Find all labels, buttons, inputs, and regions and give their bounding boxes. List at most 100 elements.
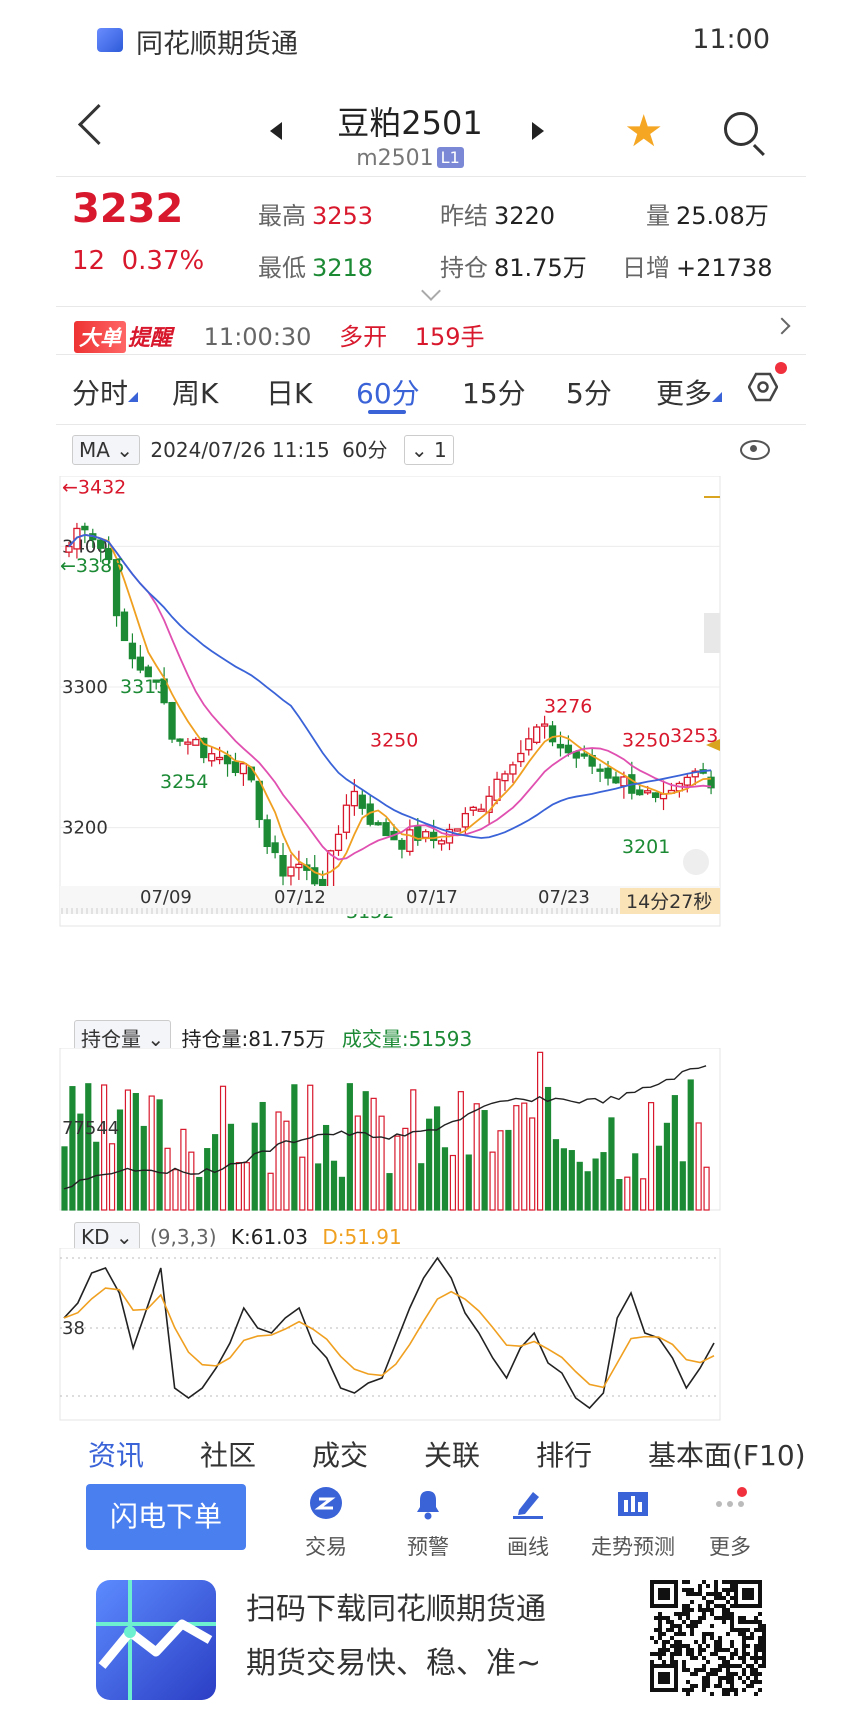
qr-module <box>678 1632 682 1636</box>
qr-module <box>662 1652 666 1656</box>
volume-bar <box>632 1153 639 1211</box>
volume-bar <box>624 1176 631 1211</box>
qr-module <box>678 1612 682 1616</box>
candle-body <box>509 764 517 775</box>
volume-bar <box>299 1156 306 1211</box>
qr-module <box>758 1648 762 1652</box>
qr-module <box>718 1668 722 1672</box>
qr-module <box>750 1684 754 1688</box>
tab-daily[interactable]: 日K <box>266 377 313 410</box>
flash-order-button[interactable]: 闪电下单 <box>86 1484 246 1550</box>
qr-module <box>678 1652 682 1656</box>
volume-bar <box>663 1122 671 1211</box>
qr-module <box>754 1656 758 1660</box>
alert-button[interactable]: 预警 <box>378 1486 478 1561</box>
qr-module <box>730 1628 734 1632</box>
tab-weekly[interactable]: 周K <box>172 377 219 410</box>
tab-more[interactable]: 更多 <box>656 377 713 410</box>
volume-bar <box>529 1117 536 1211</box>
qr-module <box>698 1648 702 1652</box>
back-icon[interactable] <box>77 103 120 146</box>
qr-module <box>702 1632 706 1636</box>
qr-module <box>742 1652 746 1656</box>
qr-module <box>702 1636 706 1640</box>
volume-bar <box>616 1179 623 1211</box>
qr-module <box>710 1632 714 1636</box>
big-order-alert[interactable]: 大单 提醒 11:00:30 多开 159手 <box>74 317 485 353</box>
app-logo-icon <box>97 28 123 52</box>
qr-module <box>658 1652 662 1656</box>
count-select[interactable]: ⌄ 1 <box>403 435 454 465</box>
volume-bar <box>235 1162 242 1211</box>
tab-related[interactable]: 关联 <box>424 1440 481 1472</box>
draw-button[interactable]: 画线 <box>478 1486 578 1561</box>
qr-module <box>714 1644 718 1648</box>
tab-community[interactable]: 社区 <box>200 1440 257 1472</box>
candle-body <box>398 839 406 850</box>
qr-module <box>682 1620 686 1624</box>
candlestick-chart[interactable]: 340033003200←3432←3386331332543250315232… <box>56 476 816 1016</box>
candle-body <box>334 833 343 852</box>
tab-60min[interactable]: 60分 <box>356 377 420 410</box>
promo-line2: 期货交易快、稳、准~ <box>246 1646 542 1681</box>
favorite-star-icon[interactable]: ★ <box>624 106 664 157</box>
tab-fenshi[interactable]: 分时 <box>72 377 129 410</box>
tab-trades[interactable]: 成交 <box>312 1440 369 1472</box>
qr-module <box>730 1640 734 1644</box>
x-axis-label: 07/12 <box>274 887 326 908</box>
visibility-eye-icon[interactable] <box>740 440 770 460</box>
volume-bar <box>322 1124 330 1211</box>
tab-ranking[interactable]: 排行 <box>536 1440 593 1472</box>
indicator-select[interactable]: MA ⌄ <box>72 435 141 465</box>
volume-bar <box>259 1101 266 1211</box>
qr-module <box>754 1620 758 1624</box>
qr-module <box>754 1660 758 1664</box>
qr-module <box>726 1592 730 1596</box>
forecast-button[interactable]: 走势预测 <box>578 1486 688 1561</box>
next-contract-icon[interactable] <box>532 122 544 140</box>
kd-frame <box>59 1248 721 1421</box>
qr-module <box>718 1684 722 1688</box>
qr-module <box>690 1688 694 1692</box>
more-button[interactable]: 更多 <box>680 1486 780 1561</box>
qr-module <box>702 1684 706 1688</box>
qr-module <box>706 1644 710 1648</box>
qr-module <box>686 1604 690 1608</box>
qr-module <box>742 1644 746 1648</box>
volume-bar <box>497 1130 504 1211</box>
qr-module <box>702 1680 706 1684</box>
candle-body <box>683 776 691 786</box>
qr-module <box>706 1592 710 1596</box>
qr-module <box>706 1660 710 1664</box>
qr-module <box>686 1644 690 1648</box>
search-icon[interactable] <box>724 112 758 146</box>
qr-module <box>698 1608 702 1612</box>
alert-chevron-icon[interactable] <box>773 317 791 335</box>
qr-module <box>690 1628 694 1632</box>
qr-module <box>678 1616 682 1620</box>
forecast-label: 走势预测 <box>591 1535 675 1559</box>
qr-module <box>666 1648 670 1652</box>
qr-module <box>722 1688 726 1692</box>
expand-chevron-icon[interactable] <box>421 281 441 301</box>
qr-module <box>658 1616 662 1620</box>
candle-body <box>136 656 144 671</box>
tab-fundamentals[interactable]: 基本面(F10) <box>648 1440 806 1472</box>
qr-module <box>718 1604 722 1608</box>
prev-contract-icon[interactable] <box>270 122 282 140</box>
tab-5min[interactable]: 5分 <box>566 377 612 410</box>
tab-15min[interactable]: 15分 <box>462 377 526 410</box>
trade-button[interactable]: 交易 <box>276 1486 376 1561</box>
qr-finder-core <box>658 1588 670 1600</box>
kd-indicator-select[interactable]: KD ⌄ <box>74 1222 140 1252</box>
tab-news[interactable]: 资讯 <box>88 1440 145 1472</box>
qr-module <box>738 1620 742 1624</box>
qr-module <box>762 1636 766 1640</box>
qr-module <box>754 1672 758 1676</box>
chart-settings-icon[interactable] <box>748 372 778 402</box>
qr-module <box>726 1600 730 1604</box>
qr-module <box>686 1648 690 1652</box>
qr-module <box>698 1616 702 1620</box>
qr-module <box>662 1660 666 1664</box>
qr-module <box>762 1664 766 1668</box>
